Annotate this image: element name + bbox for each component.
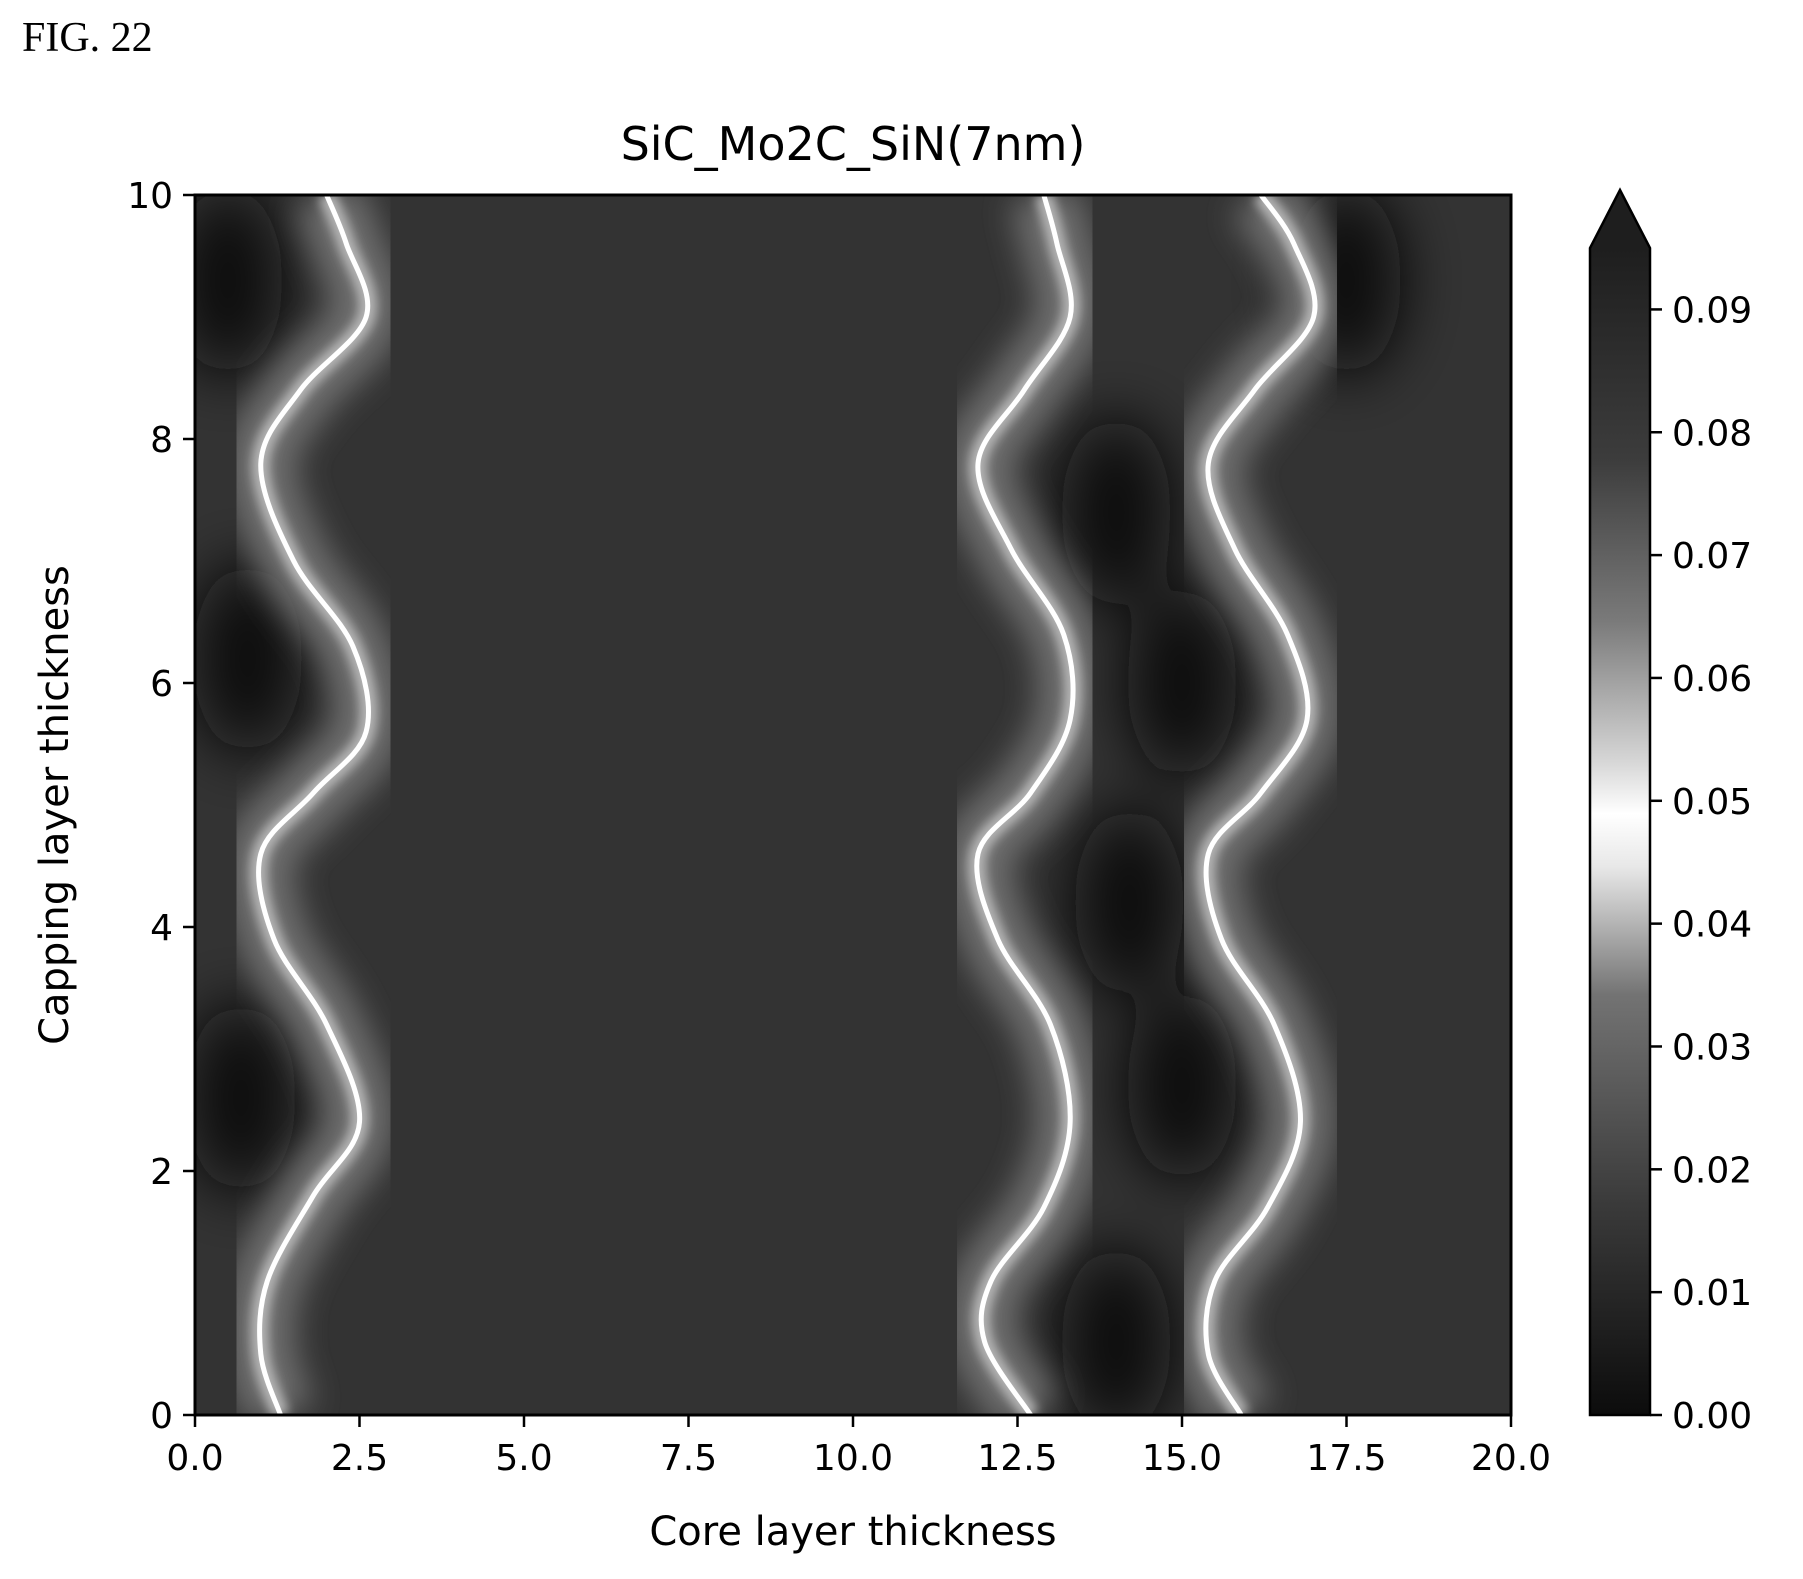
x-axis: 0.0 2.5 5.0 7.5 10.0 12.5 15.0 17.5 20.0 [166, 1415, 1551, 1479]
colorbar-tick-label: 0.08 [1672, 413, 1752, 454]
x-tick-label: 17.5 [1306, 1438, 1386, 1479]
y-tick-label: 10 [127, 176, 173, 217]
x-tick-label: 20.0 [1471, 1438, 1551, 1479]
x-tick-label: 7.5 [660, 1438, 717, 1479]
dark-region [1061, 417, 1172, 608]
bright-ridge [941, 195, 1109, 1415]
x-axis-label: Core layer thickness [649, 1509, 1056, 1555]
x-tick-label: 0.0 [166, 1438, 223, 1479]
bright-ridge [1170, 195, 1350, 1415]
y-axis: 0 2 4 6 8 10 [127, 176, 195, 1437]
y-tick-label: 0 [150, 1396, 173, 1437]
dark-region [1074, 807, 1185, 998]
chart-title: SiC_Mo2C_SiN(7nm) [621, 117, 1086, 171]
y-axis-label: Capping layer thickness [32, 565, 78, 1045]
colorbar-extend-arrow [1590, 190, 1650, 248]
colorbar-scale [1590, 248, 1650, 1415]
figure-label: FIG. 22 [22, 15, 153, 61]
bright-ridge [223, 195, 404, 1415]
colorbar-tick-label: 0.06 [1672, 659, 1752, 700]
colorbar-tick-label: 0.07 [1672, 536, 1752, 577]
y-tick-label: 2 [150, 1152, 173, 1193]
heatmap-background [195, 195, 1511, 1415]
colorbar-tick-label: 0.04 [1672, 905, 1752, 946]
x-tick-label: 5.0 [495, 1438, 552, 1479]
y-tick-label: 8 [150, 420, 173, 461]
bright-ridges [223, 195, 1350, 1415]
dark-region [1127, 990, 1237, 1181]
colorbar-tick-label: 0.01 [1672, 1273, 1752, 1314]
colorbar-ticks: 0.00 0.01 0.02 0.03 0.04 0.05 0.06 0.07 0.08 0.09 [1650, 290, 1752, 1437]
colorbar-tick-label: 0.09 [1672, 290, 1752, 331]
y-tick-label: 4 [150, 908, 173, 949]
colorbar-frame [1588, 187, 1652, 1417]
x-tick-label: 10.0 [813, 1438, 893, 1479]
y-tick-label: 6 [150, 664, 173, 705]
x-tick-label: 12.5 [977, 1438, 1057, 1479]
colorbar: 0.00 0.01 0.02 0.03 0.04 0.05 0.06 0.07 0.08 0.09 [1588, 187, 1752, 1437]
dark-region [1127, 588, 1237, 778]
colorbar-tick-label: 0.00 [1672, 1396, 1752, 1437]
colorbar-tick-label: 0.02 [1672, 1150, 1752, 1191]
colorbar-tick-label: 0.05 [1672, 782, 1752, 823]
dark-region [195, 195, 283, 376]
dark-region [195, 1002, 297, 1193]
dark-region [195, 563, 303, 754]
x-tick-label: 2.5 [331, 1438, 388, 1479]
colorbar-tick-label: 0.03 [1672, 1027, 1752, 1068]
dark-region [1061, 1246, 1172, 1415]
heatmap-field [195, 195, 1511, 1415]
x-tick-label: 15.0 [1142, 1438, 1222, 1479]
